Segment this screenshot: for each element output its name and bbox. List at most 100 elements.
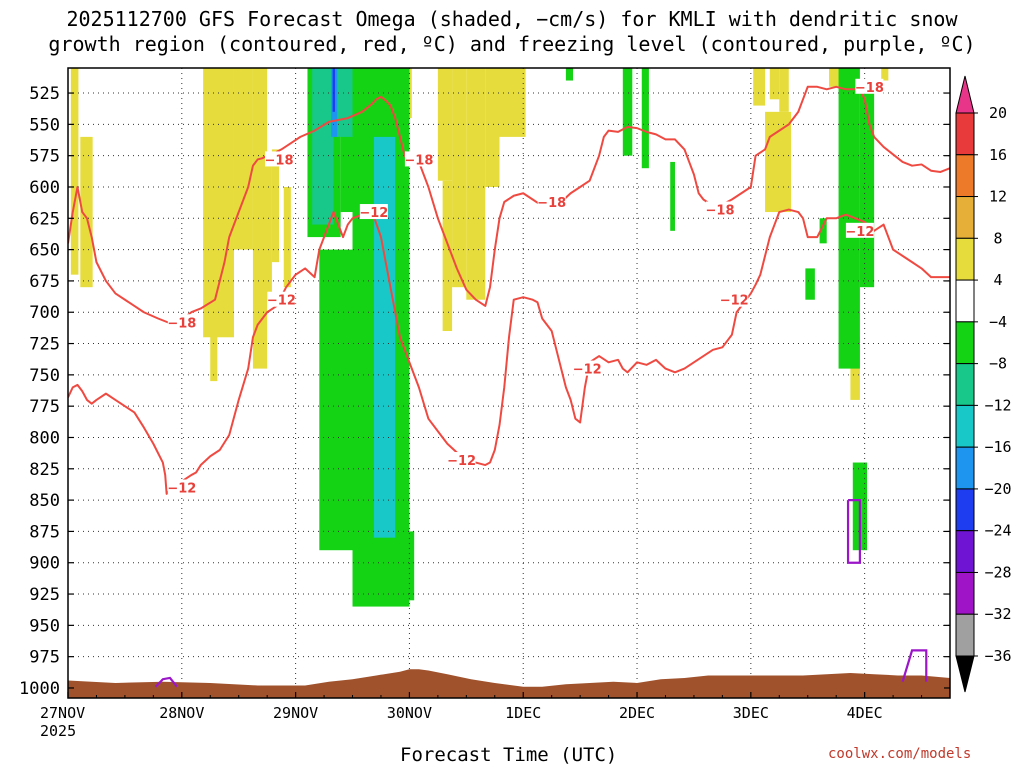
chart-title-line1: 2025112700 GFS Forecast Omega (shaded, −… xyxy=(66,7,958,31)
omega-region xyxy=(257,161,272,300)
chart-title-line2: growth region (contoured, red, ºC) and f… xyxy=(48,32,976,56)
x-tick-label: 27NOV xyxy=(40,704,85,722)
dgz-contour-label: −12 xyxy=(167,482,196,497)
omega-region xyxy=(641,68,649,169)
contour-label-bg xyxy=(167,314,196,330)
x-axis-title: Forecast Time (UTC) xyxy=(400,744,618,766)
omega-region xyxy=(283,186,291,288)
colorbar-label: −8 xyxy=(989,355,1007,373)
y-tick-label: 825 xyxy=(29,460,60,480)
omega-region xyxy=(452,68,467,288)
dgz-contour-label: −12 xyxy=(359,206,388,221)
contour-label-bg xyxy=(404,151,433,167)
colorbar-segment xyxy=(955,530,975,573)
dgz-contour-label: −18 xyxy=(167,316,196,331)
y-tick-label: 975 xyxy=(29,648,60,668)
colorbar-segment xyxy=(955,613,975,657)
x-tick-label: 4DEC xyxy=(847,704,883,722)
colorbar-label: −16 xyxy=(984,438,1011,456)
omega-region xyxy=(499,68,526,137)
omega-region xyxy=(881,68,889,81)
y-tick-label: 600 xyxy=(29,178,60,198)
omega-region xyxy=(485,68,500,187)
omega-region xyxy=(829,68,841,87)
contour-label-bg xyxy=(573,360,602,376)
y-tick-label: 650 xyxy=(29,241,60,261)
colorbar-segment xyxy=(955,321,975,365)
omega-region xyxy=(437,68,453,181)
x-tick-label: 29NOV xyxy=(273,704,318,722)
colorbar-segment xyxy=(955,571,975,615)
omega-region xyxy=(838,68,860,369)
y-tick-label: 725 xyxy=(29,335,60,355)
omega-region xyxy=(312,68,334,225)
omega-region xyxy=(233,68,253,250)
y-tick-label: 900 xyxy=(29,554,60,574)
omega-region xyxy=(210,312,218,382)
dgz-contour-label: −18 xyxy=(855,81,884,96)
contour-label-bg xyxy=(706,201,735,217)
colorbar-label: −28 xyxy=(984,563,1011,581)
y-tick-label: 775 xyxy=(29,397,60,417)
omega-region xyxy=(442,180,453,332)
y-tick-label: 1000 xyxy=(19,679,60,699)
dgz-contour-label: −18 xyxy=(404,153,433,168)
x-tick-label: 3DEC xyxy=(733,704,769,722)
y-tick-label: 875 xyxy=(29,522,60,542)
y-tick-label: 850 xyxy=(29,491,60,511)
y-tick-label: 525 xyxy=(29,84,60,104)
colorbar-label: 12 xyxy=(989,188,1007,206)
colorbar-segment xyxy=(955,237,975,281)
omega-region xyxy=(402,531,415,601)
contour-label-bg xyxy=(167,479,196,495)
dgz-contour-line xyxy=(68,95,411,324)
dgz-contour-label: −18 xyxy=(706,204,735,219)
colorbar-segment xyxy=(955,363,975,406)
colorbar-segment xyxy=(955,154,975,198)
colorbar-segment xyxy=(955,446,975,490)
y-tick-label: 925 xyxy=(29,585,60,605)
credit-text: coolwx.com/models xyxy=(828,746,972,762)
colorbar-segment xyxy=(955,488,975,532)
surface-terrain xyxy=(68,669,950,698)
colorbar-segment xyxy=(955,404,975,448)
contour-label-bg xyxy=(845,222,874,238)
freezing-contour-line xyxy=(846,499,862,564)
colorbar-segment xyxy=(955,279,975,323)
colorbar-label: −4 xyxy=(989,313,1007,331)
y-tick-label: 550 xyxy=(29,115,60,135)
colorbar-label: −32 xyxy=(984,605,1011,623)
dgz-contour-label: −12 xyxy=(573,363,602,378)
y-tick-label: 575 xyxy=(29,147,60,167)
colorbar-label: −36 xyxy=(984,647,1011,665)
omega-region xyxy=(765,111,792,213)
contour-label-bg xyxy=(267,291,296,307)
contour-label-bg xyxy=(855,78,884,94)
colorbar-label: 4 xyxy=(993,271,1002,289)
colorbar-label: 20 xyxy=(989,104,1007,122)
omega-region xyxy=(466,68,486,300)
y-tick-label: 800 xyxy=(29,428,60,448)
omega-region xyxy=(670,161,675,231)
omega-region xyxy=(70,68,79,275)
omega-region xyxy=(373,136,396,538)
omega-region xyxy=(565,68,574,81)
y-tick-label: 750 xyxy=(29,366,60,386)
colorbar-segment xyxy=(955,112,975,156)
contour-label-bg xyxy=(720,291,749,307)
y-tick-label: 700 xyxy=(29,303,60,323)
colorbar-segment xyxy=(955,196,975,239)
plot-frame xyxy=(67,67,951,699)
dgz-contour-label: −12 xyxy=(267,294,296,309)
y-tick-label: 675 xyxy=(29,272,60,292)
omega-region xyxy=(819,218,827,244)
dgz-contour-line xyxy=(68,208,950,495)
freezing-contour-line xyxy=(154,676,178,688)
contour-label-bg xyxy=(265,151,294,167)
dgz-contour-label: −18 xyxy=(265,153,294,168)
contour-label-bg xyxy=(537,194,566,210)
omega-region xyxy=(332,68,335,112)
dgz-contour-label: −18 xyxy=(537,196,566,211)
omega-region xyxy=(622,68,633,156)
